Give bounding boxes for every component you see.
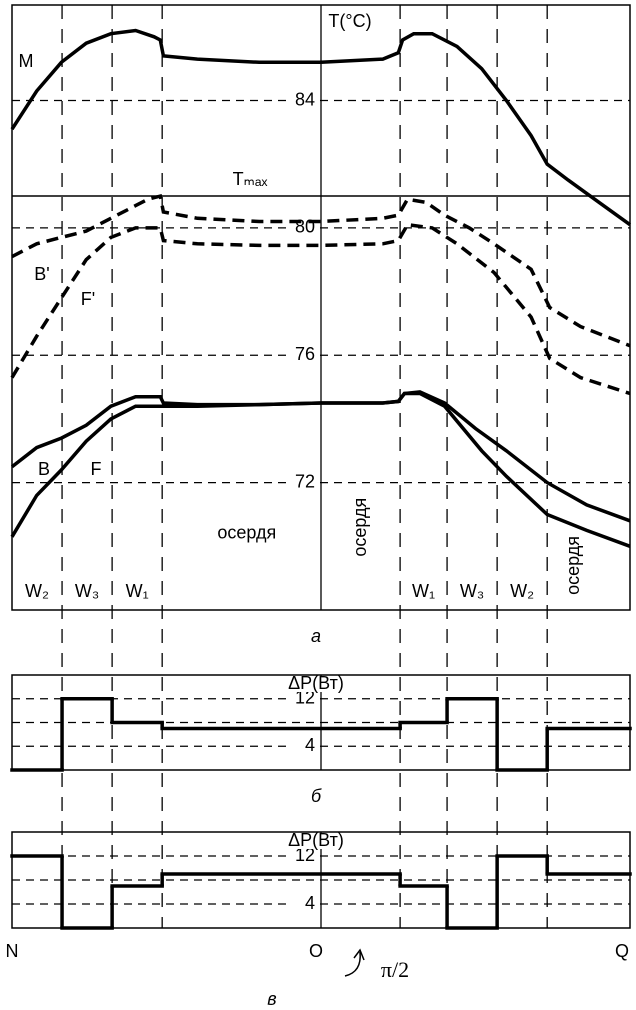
x-label: O [309, 941, 323, 961]
curve [10, 391, 631, 548]
label-bg [289, 346, 315, 365]
y-tick-label: 72 [295, 471, 315, 491]
panel-label: в [267, 989, 276, 1009]
curve [10, 28, 632, 227]
curve-label: B' [34, 264, 49, 284]
curve [10, 222, 631, 396]
annotation: осердя [563, 536, 583, 595]
y-tick-label: 12 [295, 845, 315, 865]
zone-label: W₂ [510, 581, 534, 601]
annotation: осердя [217, 522, 276, 542]
curve [11, 193, 631, 348]
y-tick-label: 76 [295, 344, 315, 364]
zone-label: W₂ [25, 581, 49, 601]
zone-label: W₁ [126, 581, 149, 601]
curve-label: F' [81, 289, 95, 309]
panel-label: б [311, 786, 322, 806]
reference-label: Tₘₐₓ [233, 169, 268, 189]
y-tick-label: 80 [295, 217, 315, 237]
panel-label: а [311, 626, 321, 646]
label-bg [289, 847, 315, 865]
curve-label: B [38, 459, 50, 479]
x-label: Q [615, 941, 629, 961]
y-tick-label: 84 [295, 89, 315, 109]
curve-label: M [19, 51, 34, 71]
arrow [344, 948, 365, 977]
label-bg [289, 689, 315, 708]
axis-title: ΔP(Вт) [288, 673, 344, 693]
curve-label: F [91, 459, 102, 479]
label-bg [276, 676, 356, 692]
zone-label: W₃ [460, 581, 484, 601]
label-bg [289, 91, 315, 110]
y-tick-label: 4 [305, 893, 315, 913]
label-bg [289, 473, 315, 492]
zone-label: W₃ [75, 581, 99, 601]
axis-title: ΔP(Вт) [288, 830, 344, 850]
axis-title: T(°C) [328, 11, 371, 31]
y-tick-label: 12 [295, 688, 315, 708]
zone-label: W₁ [412, 581, 435, 601]
label-bg [289, 895, 315, 913]
x-label: N [6, 941, 19, 961]
y-tick-label: 4 [305, 735, 315, 755]
arrow-label: π/2 [381, 957, 409, 982]
annotation: осердя [350, 498, 370, 557]
label-bg [289, 218, 315, 237]
label-bg [289, 737, 315, 756]
label-bg [276, 833, 356, 849]
